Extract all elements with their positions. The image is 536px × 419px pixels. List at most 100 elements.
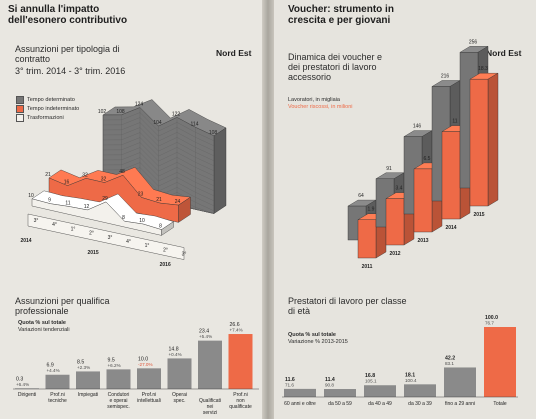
quarter-tick-label: 1° [145, 243, 150, 249]
qualification-value-label: 0.3 [16, 376, 23, 382]
bar-note-variation: Variazioni tendenziali [18, 327, 70, 333]
area-front-face [31, 198, 162, 236]
qualification-bar [45, 374, 70, 389]
left-page: Si annulla l'impatto dell'esonero contri… [0, 0, 262, 419]
legend-tempo-indeterminato: Tempo indeterminato [16, 105, 79, 113]
area-value-label: 32 [101, 177, 107, 183]
qualification-change-label: +4.4% [47, 368, 60, 373]
right-page: Voucher: strumento in crescita e per gio… [274, 0, 536, 419]
qualification-category-label: servizi [203, 410, 217, 416]
voucher-workers-value: 64 [358, 193, 364, 199]
right-region-label: Nord Est [486, 48, 522, 58]
qualification-change-label: -27.0% [138, 362, 153, 367]
qualification-value-label: 26.6 [230, 322, 240, 328]
age-change-label: 105.1 [365, 379, 377, 384]
voucher-issued-value: 6.5 [424, 156, 431, 162]
area-value-label: 32 [82, 172, 88, 178]
right-subtitle-voucher: Dinamica dei voucher e dei prestatori di… [288, 52, 383, 82]
qualification-category-label: Impiegati [78, 392, 98, 398]
legend-swatch-grey [16, 96, 24, 104]
qualification-category-label: spec. [174, 398, 186, 404]
year-tick-label: 2016 [160, 262, 171, 268]
age-change-label: 83.1 [445, 361, 454, 366]
left-subtitle-period: 3° trim. 2014 - 3° trim. 2016 [15, 66, 126, 76]
qualification-bar [137, 368, 161, 389]
area-value-label: 104 [153, 120, 162, 126]
qualification-category-label: Qualificati [199, 398, 221, 404]
voucher-workers-value: 91 [386, 166, 392, 172]
qualification-change-label: +0.4% [169, 352, 182, 357]
voucher-year-label: 2014 [445, 225, 456, 231]
age-category-label: da 30 a 39 [408, 401, 432, 407]
voucher-issued-bar-front [469, 78, 489, 207]
voucher-issued-value: 1.9 [368, 207, 375, 213]
age-category-label: da 40 a 49 [368, 401, 392, 407]
bar-note-quota: Quota % sul totale [18, 320, 66, 326]
voucher-year-label: 2012 [389, 251, 400, 257]
quarter-tick-label: 3° [34, 218, 39, 224]
quarter-tick-label: 3° [108, 235, 113, 241]
qualification-value-label: 14.8 [169, 346, 179, 352]
qualification-bar [15, 388, 39, 389]
age-bar [324, 389, 356, 397]
age-change-label: 90.8 [325, 383, 334, 388]
qualification-category-label: tecniche [48, 398, 67, 404]
legend-label: Trasformazioni [27, 114, 64, 121]
voucher-year-label: 2015 [473, 212, 484, 218]
age-category-label: da 50 a 59 [328, 401, 352, 407]
age-change-label: 100.4 [405, 378, 417, 383]
voucher-issued-value: 3.4 [396, 186, 403, 192]
qualification-category-label: semispec. [107, 404, 130, 410]
area-value-label: 102 [98, 109, 107, 115]
voucher-legend-workers: Lavoratori, in migliaia [288, 97, 340, 103]
age-bar [444, 367, 476, 397]
qualification-category-label: Prof.ni [50, 392, 64, 398]
area-value-label: 8 [159, 224, 162, 230]
qualification-category-label: intellettuali [137, 398, 161, 404]
qualification-bar [198, 340, 222, 389]
voucher-workers-value: 146 [413, 124, 422, 130]
qualification-value-label: 10.0 [138, 356, 148, 362]
quarter-tick-label: 2° [89, 231, 94, 237]
area-value-label: 124 [135, 102, 144, 108]
age-change-label: 76.7 [485, 321, 494, 326]
qualification-change-label: +6.4% [16, 382, 29, 387]
year-tick-label: 2015 [87, 250, 98, 256]
qualification-change-label: +2.3% [77, 365, 90, 370]
age-bar [364, 385, 396, 397]
quarter-tick-label: 4° [52, 222, 57, 228]
area-value-label: 29 [102, 196, 108, 202]
area-value-label: 48 [119, 169, 125, 175]
qualification-value-label: 6.9 [47, 363, 54, 369]
voucher-issued-value: 11 [452, 119, 457, 125]
quarter-tick-label: 2° [163, 247, 168, 253]
qualification-bar [167, 358, 192, 389]
book-gutter [262, 0, 274, 419]
area-value-label: 10 [139, 218, 145, 224]
legend-tempo-determinato: Tempo determinato [16, 96, 75, 104]
qualification-category-label: qualificate [229, 404, 252, 410]
area-value-label: 108 [209, 130, 218, 136]
quarter-tick-label: 3° [182, 252, 187, 258]
quarter-tick-label: 1° [71, 226, 76, 232]
right-title: Voucher: strumento in crescita e per gio… [288, 4, 394, 26]
qualification-category-label: e operai [109, 398, 127, 404]
left-region-label: Nord Est [216, 48, 252, 58]
age-bar [404, 384, 436, 397]
area-value-label: 8 [122, 215, 125, 221]
year-tick-label: 2014 [20, 238, 31, 244]
qualification-category-label: Prof.ni [233, 392, 247, 398]
qualification-category-label: non [236, 398, 245, 404]
qualification-category-label: Prof.ni [142, 392, 156, 398]
age-value-label: 100.0 [485, 315, 498, 321]
area-value-label: 21 [45, 172, 51, 178]
voucher-workers-value: 256 [469, 39, 478, 45]
age-note-quota: Quota % sul totale [288, 332, 336, 338]
age-bar [484, 327, 516, 397]
quarter-tick-label: 4° [126, 239, 131, 245]
age-category-label: 60 anni e oltre [284, 401, 316, 407]
age-value-label: 11.6 [285, 377, 295, 383]
qualification-change-label: +7.4% [230, 328, 243, 333]
age-note-variation: Variazione % 2013-2015 [288, 339, 348, 345]
qualification-value-label: 8.5 [77, 359, 84, 365]
